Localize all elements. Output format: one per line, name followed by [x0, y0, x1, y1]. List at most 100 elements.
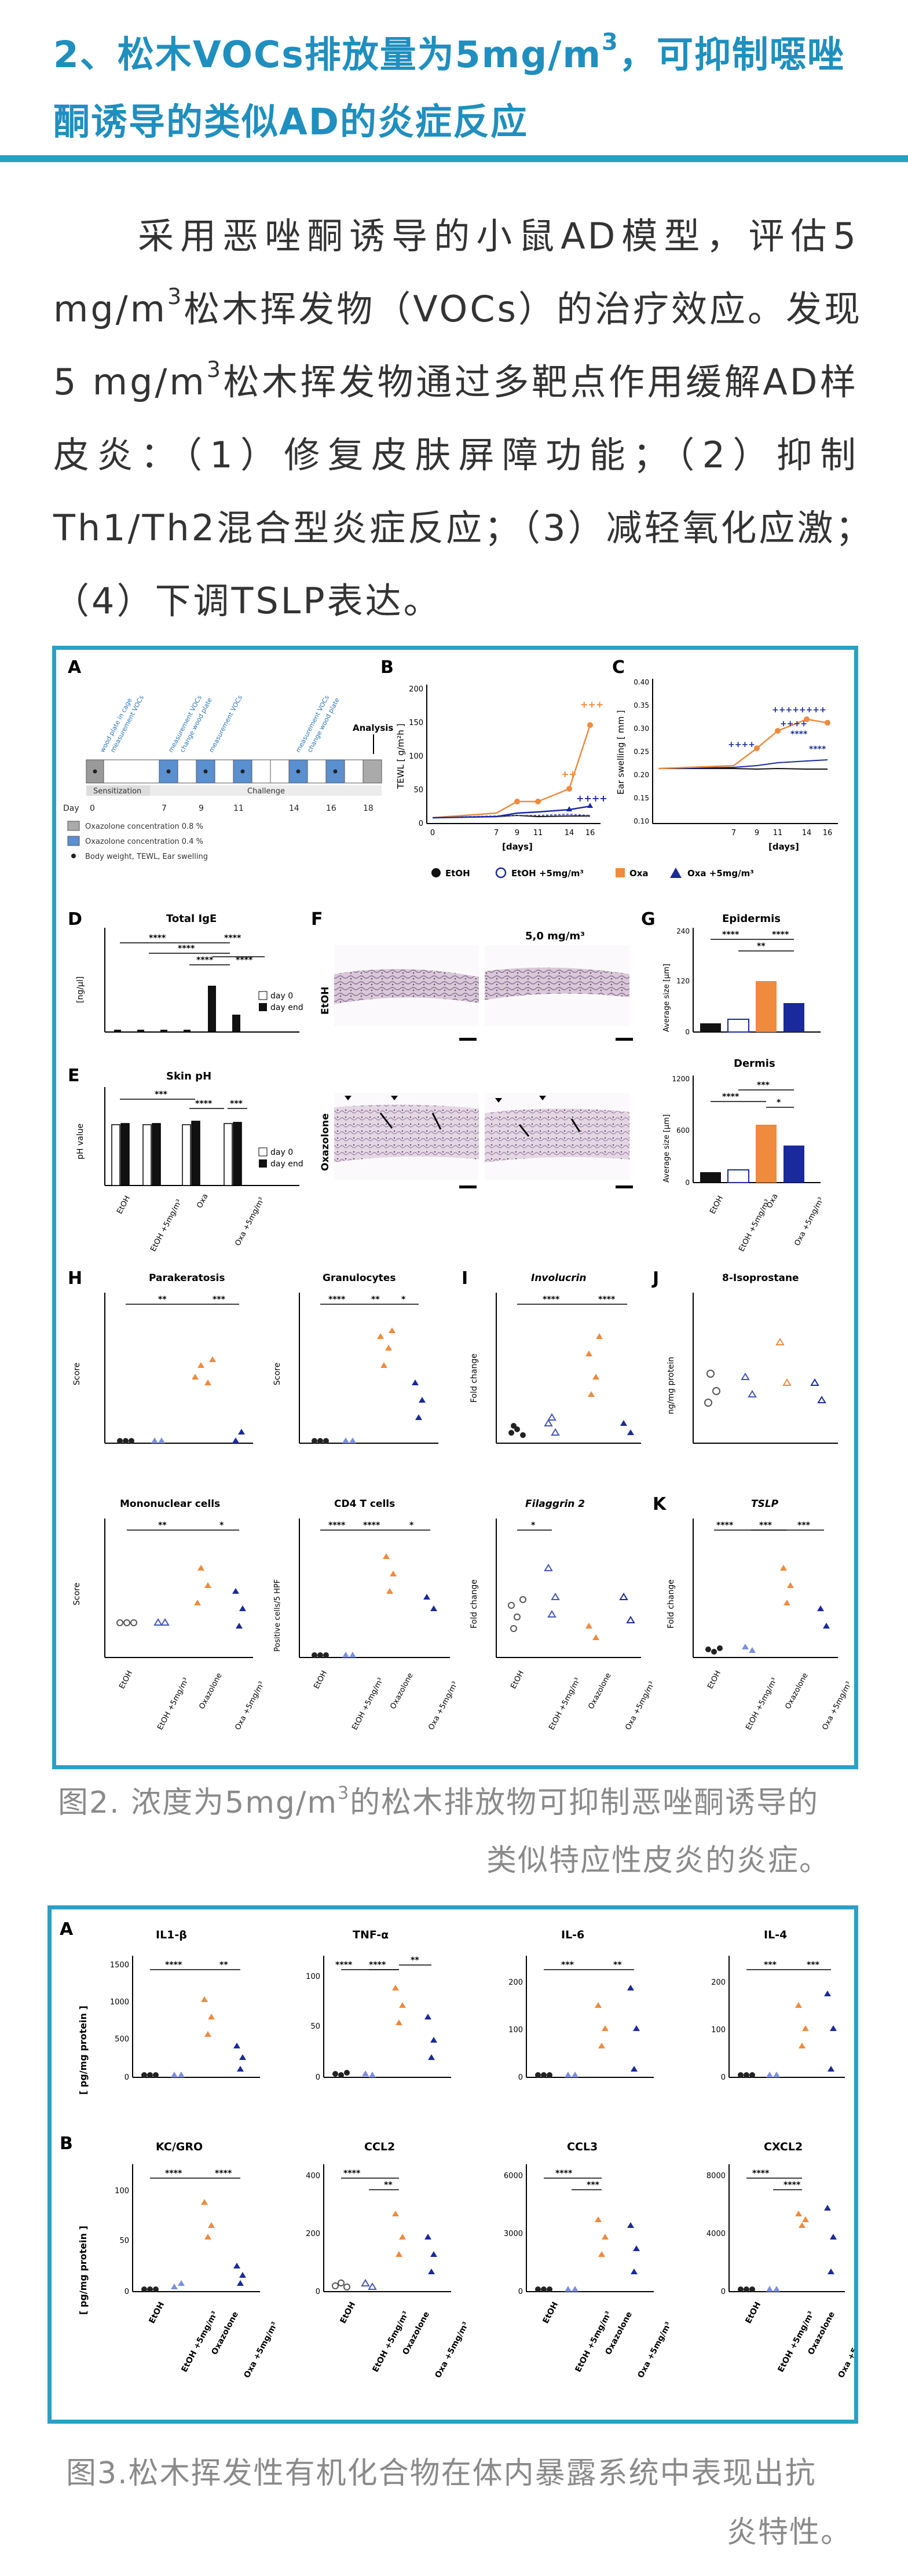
plot-title: TNF-α: [353, 1929, 389, 1941]
timeline-bar: [86, 759, 382, 784]
plot-ylabel: Score: [72, 1583, 82, 1605]
x-label: EtOH +5mg/m³: [547, 1677, 582, 1732]
fig3-row-letter-A: A: [60, 1919, 74, 1940]
group-legend: EtOH EtOH +5mg/m³ Oxa Oxa +5mg/m³: [431, 867, 754, 879]
tick: 100: [115, 2187, 129, 2196]
sig-mark: ****: [555, 2169, 573, 2178]
day: 18: [363, 804, 374, 813]
phase-challenge: Challenge: [247, 787, 285, 796]
body-paragraph: 采用恶唑酮诱导的小鼠AD模型，评估5 mg/m3松木挥发物（VOCs）的治疗效应…: [53, 200, 874, 638]
day: 11: [233, 804, 244, 813]
panel-letter-J: J: [651, 1268, 659, 1289]
panelC-ylabel: Ear swelling [ mm ]: [616, 710, 626, 795]
x-label: EtOH: [115, 1194, 132, 1215]
sig-mark: ****: [224, 934, 241, 943]
sig-mark: ****: [328, 1295, 346, 1304]
tick: 1000: [110, 1998, 129, 2007]
tick: 100: [508, 2026, 523, 2035]
fig3-plot-ccl2: CCL2 400 200 0 **** ** EtOH EtOH +5mg/m³…: [306, 2140, 471, 2380]
tick: 16: [823, 829, 833, 837]
figure3: A B [ pg/mg protein ] [ pg/mg protein ] …: [60, 1919, 874, 2380]
sig-mark: ****: [790, 730, 808, 739]
fig3-ylabel: [ pg/mg protein ]: [78, 2226, 89, 2315]
tick: 7: [731, 829, 736, 837]
sig-mark: ***: [587, 2180, 600, 2190]
plot-ylabel: ng/mg protein: [667, 1357, 676, 1414]
sig-mark: *: [777, 1098, 781, 1107]
sig-mark: ****: [236, 956, 253, 965]
sig-mark: **: [613, 1960, 622, 1970]
tick: 240: [676, 927, 690, 935]
tick: 120: [676, 977, 690, 985]
sig-mark: ****: [165, 1960, 182, 1970]
histology-images: [334, 945, 633, 1188]
tick: 50: [413, 786, 423, 795]
dot-plot-isoprostane: 8-Isoprostane ng/mg protein: [667, 1272, 838, 1444]
panelF-conc: 5,0 mg/m³: [525, 930, 585, 942]
panelD-title: Total IgE: [166, 913, 217, 925]
plot-title: CCL2: [364, 2140, 395, 2153]
x-label: EtOH +5mg/m³: [149, 1198, 184, 1253]
day: 14: [289, 804, 299, 813]
plot-title: Filaggrin 2: [525, 1498, 585, 1510]
tick: 0.40: [634, 678, 649, 686]
sig-mark: ***: [155, 1090, 168, 1099]
tick: 0: [721, 2073, 726, 2082]
sig-mark: ****: [196, 956, 214, 965]
figure2-caption-line2: 类似特应性皮炎的炎症。: [486, 1843, 831, 1878]
sig-mark: ***: [759, 1521, 772, 1530]
x-label: Oxazolone: [197, 1671, 224, 1711]
para-line: mg/m3松木挥发物（VOCs）的治疗效应。发现: [53, 284, 862, 330]
fig3-plot-il6: IL-6 200 100 0 *** **: [508, 1929, 654, 2082]
x-label: EtOH +5mg/m³: [156, 1677, 191, 1732]
sig-mark: **: [158, 1521, 167, 1530]
tick: 0.35: [634, 701, 649, 709]
tick: 0: [430, 829, 435, 837]
sig-mark: *: [409, 1521, 414, 1530]
section-heading: 2、松木VOCs排放量为5mg/m3，可抑制噁唑 酮诱导的类似AD的炎症反应: [0, 0, 908, 169]
plot-title: CXCL2: [764, 2140, 803, 2153]
para-line: Th1/Th2混合型炎症反应；（3）减轻氧化应激；: [53, 507, 874, 549]
x-label: EtOH +5mg/m³: [776, 2310, 816, 2374]
x-label: Oxa +5mg/m³: [433, 2321, 470, 2380]
plot-title: Involucrin: [531, 1272, 587, 1284]
x-label: Oxa +5mg/m³: [836, 2321, 854, 2380]
sig-mark: ++: [561, 769, 577, 780]
panelG-title1: Epidermis: [722, 913, 781, 925]
timeline-legend: Oxazolone concentration 0.8 % Oxazolone …: [67, 821, 208, 861]
x-label: Oxa +5mg/m³: [636, 2321, 673, 2380]
x-label: EtOH: [509, 1669, 526, 1690]
x-label: Oxa +5mg/m³: [624, 1680, 657, 1732]
panelF-row2: Oxazolone: [320, 1113, 331, 1171]
tick: 0: [125, 2288, 129, 2296]
sig-mark: ****: [543, 1295, 560, 1304]
tick: 500: [115, 2035, 129, 2044]
sig-mark: ****: [783, 2180, 801, 2190]
plot-ylabel: Score: [273, 1363, 282, 1385]
para-line: （4）下调TSLP表达。: [53, 580, 442, 622]
tick: 11: [773, 829, 783, 837]
panel-letter-B: B: [380, 657, 394, 678]
plot-ylabel: Score: [72, 1363, 82, 1385]
timeline-days: Day 0 7 9 11 14 16 18: [63, 804, 374, 813]
legend-label: day end: [270, 1003, 303, 1012]
dot-plot-granulocytes: Granulocytes Score **** ** *: [273, 1272, 438, 1444]
sig-mark: ****: [722, 930, 739, 939]
sig-mark: ****: [752, 2169, 770, 2178]
day: 9: [199, 804, 204, 813]
dot-plot-tslp: TSLP Fold change **** *** *** EtOH EtOH …: [667, 1498, 854, 1732]
tick: 0: [721, 2288, 726, 2296]
plot-title: IL-4: [764, 1929, 787, 1941]
sig-mark: ***: [764, 1960, 777, 1970]
fig3-plot-tnfa: TNF-α 100 50 0 **** **** **: [306, 1929, 451, 2082]
x-label: Oxazolone: [587, 1671, 613, 1711]
plot-title: CCL3: [567, 2140, 598, 2153]
panelC-chart: Ear swelling [ mm ] 0.40 0.35 0.30 0.25 …: [616, 678, 838, 852]
section-title-line1: 2、松木VOCs排放量为5mg/m3，可抑制噁唑: [53, 29, 845, 76]
legend-text: Body weight, TEWL, Ear swelling: [85, 852, 208, 861]
sig-mark: ****: [335, 1960, 353, 1970]
tick: 150: [409, 719, 423, 727]
plot-ylabel: Positive cells/5 HPF: [273, 1579, 282, 1652]
plot-title: 8-Isoprostane: [722, 1272, 799, 1284]
sig-mark: ***: [230, 1099, 243, 1108]
